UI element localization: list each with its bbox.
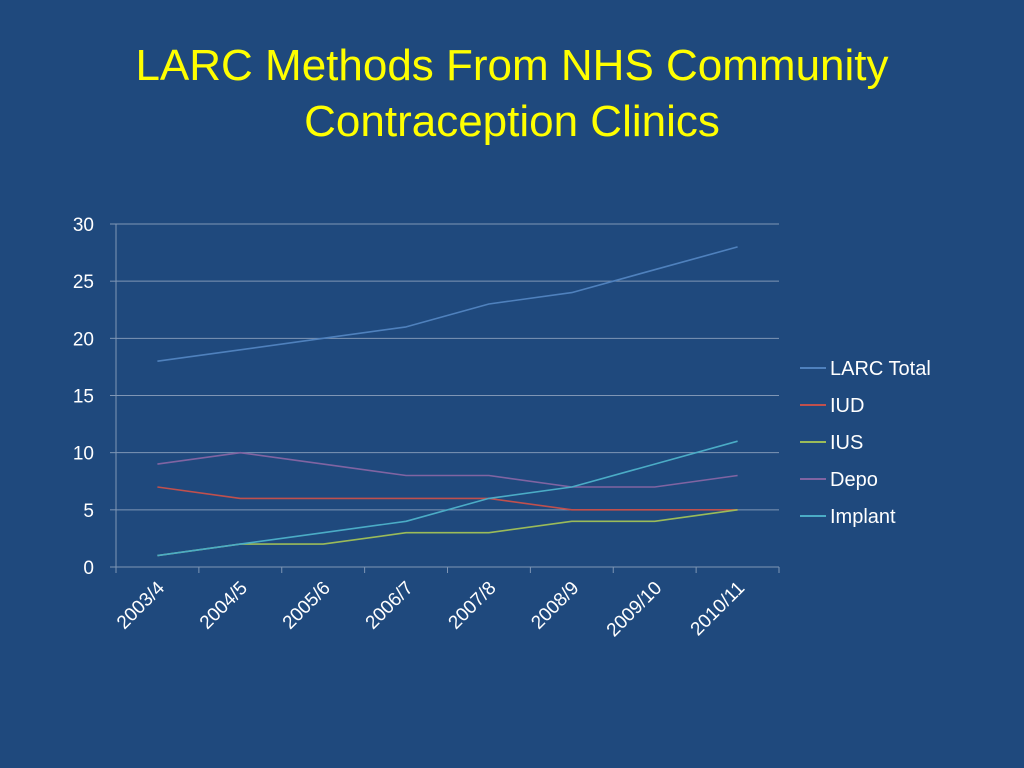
y-tick-label: 30: [73, 215, 94, 236]
legend-label: LARC Total: [830, 358, 931, 380]
y-tick-label: 25: [73, 272, 94, 293]
legend-label: IUD: [830, 395, 864, 417]
series-lines: [157, 246, 738, 557]
gridlines: [116, 223, 779, 511]
slide-title-line-2: Contraception Clinics: [304, 97, 720, 146]
legend-label: Implant: [830, 506, 896, 528]
x-tick-label: 2003/4: [113, 577, 169, 633]
slide-title-line-1: LARC Methods From NHS Community: [135, 41, 889, 90]
legend-item-larc-total: LARC Total: [800, 358, 931, 380]
x-tick-label: 2008/9: [527, 578, 583, 634]
legend-item-implant: Implant: [800, 506, 896, 528]
y-tick-label: 5: [83, 501, 94, 522]
y-tick-label: 0: [83, 558, 94, 579]
series-line-ius: [157, 509, 738, 557]
y-tick-label: 15: [73, 387, 94, 408]
x-tick-label: 2009/10: [603, 578, 666, 641]
series-line-iud: [157, 486, 738, 511]
legend-item-depo: Depo: [800, 469, 878, 491]
series-line-implant: [157, 440, 738, 557]
axes: 0 5 10 15 20 25 30 2003/4 2004/5 2005/6 2006/7 2007…: [73, 215, 780, 641]
series-line-depo: [157, 451, 738, 488]
series-line-larc-total: [157, 246, 738, 362]
x-tick-label: 2005/6: [279, 578, 335, 634]
x-tick-label: 2004/5: [196, 578, 252, 634]
legend-label: IUS: [830, 432, 863, 454]
slide-title: LARC Methods From NHS Community Contrace…: [0, 38, 1024, 150]
legend: LARC Total IUD IUS Depo Implant: [800, 358, 931, 528]
y-tick-label: 10: [73, 444, 94, 465]
legend-label: Depo: [830, 469, 878, 491]
x-tick-label: 2010/11: [687, 578, 749, 640]
legend-item-ius: IUS: [800, 432, 863, 454]
y-tick-label: 20: [73, 329, 94, 350]
x-tick-label: 2006/7: [362, 578, 418, 634]
x-tick-label: 2007/8: [445, 578, 501, 634]
legend-item-iud: IUD: [800, 395, 864, 417]
